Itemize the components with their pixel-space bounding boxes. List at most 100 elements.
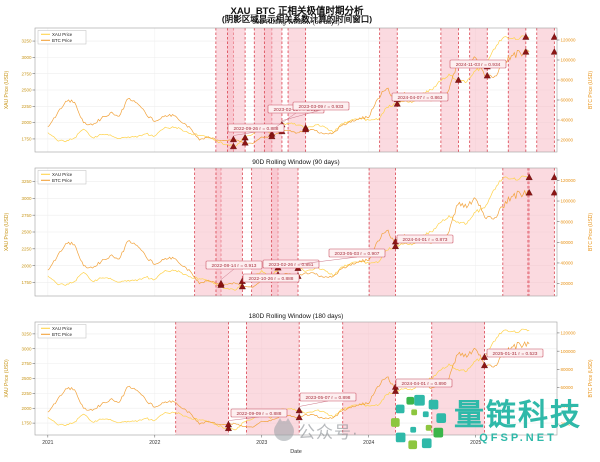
left-axis-label: XAU Price (USD)	[4, 70, 10, 109]
legend-label: BTC Price	[52, 178, 73, 183]
shaded-window	[469, 28, 488, 152]
left-axis-label: XAU Price (USD)	[4, 212, 10, 251]
annotation-label: 2022-09-09 r = 0.888	[237, 411, 282, 417]
right-tick-label: 40000	[561, 118, 574, 123]
left-axis-label: XAU Price (USD)	[4, 359, 10, 398]
chart-title: XAU_BTC 正相关极值时期分析	[230, 6, 364, 17]
annotation-box	[395, 378, 453, 388]
legend-label: XAU Price	[52, 326, 73, 331]
annotation-box	[449, 59, 507, 69]
right-tick-label: 80000	[561, 367, 574, 372]
subplot-title: 180D Rolling Window (180 days)	[249, 313, 344, 320]
extreme-marker	[550, 48, 557, 55]
shaded-window	[527, 168, 555, 296]
right-tick-label: 100000	[561, 58, 577, 63]
left-tick-label: 2750	[21, 361, 32, 366]
left-tick-label: 1750	[21, 421, 32, 426]
left-tick-label: 2000	[21, 263, 32, 268]
left-tick-label: 3250	[21, 39, 32, 44]
annotation-label: 2022-10-26 r = 0.888	[249, 276, 294, 282]
annotation-box	[299, 392, 357, 402]
subplot-title: 90D Rolling Window (90 days)	[252, 159, 339, 166]
annotation-connector	[228, 416, 260, 421]
legend-label: XAU Price	[52, 172, 73, 177]
extreme-marker	[454, 76, 463, 83]
shaded-window	[502, 168, 530, 296]
subplot-180d: 2022-09-09 r = 0.888 2023-05-07 r = 0.898…	[4, 313, 594, 436]
annotation-box	[391, 92, 449, 102]
annotation-connector	[281, 109, 322, 121]
right-tick-label: 100000	[561, 349, 577, 354]
brand-name: 量链科技	[454, 398, 582, 432]
shaded-window	[369, 168, 396, 296]
annotation-label: 2023-05-03 r = 0.907	[335, 251, 380, 257]
annotation-box	[227, 123, 285, 133]
x-tick-label: 2025	[470, 440, 481, 446]
extreme-marker	[229, 135, 237, 143]
extreme-marker	[525, 173, 533, 181]
left-tick-label: 1750	[21, 137, 32, 142]
legend-label: XAU Price	[52, 32, 73, 37]
extreme-marker	[302, 125, 310, 133]
legend-label: BTC Price	[52, 332, 73, 337]
right-tick-label: 80000	[561, 219, 574, 224]
left-tick-label: 2500	[21, 230, 32, 235]
shaded-window	[440, 28, 459, 152]
right-axis-label: BTC Price (USD)	[588, 359, 594, 397]
annotation-label: 2023-05-07 r = 0.898	[306, 395, 351, 401]
extreme-marker	[391, 387, 400, 394]
left-tick-label: 3000	[21, 55, 32, 60]
shaded-window	[536, 28, 555, 152]
annotation-connector	[220, 268, 235, 280]
x-tick-label: 2021	[42, 440, 53, 446]
annotation-label: 2024-04-01 r = 0.873	[403, 237, 448, 243]
x-tick-label: 2023	[256, 440, 267, 446]
annotation-label: 2023-03-09 r = 0.933	[299, 104, 344, 110]
shaded-window	[175, 322, 229, 435]
extreme-marker	[224, 420, 232, 428]
shaded-window	[215, 168, 243, 296]
left-tick-label: 3000	[21, 196, 32, 201]
annotation-label: 2024-11-03 r = 0.934	[456, 62, 501, 68]
extreme-marker	[241, 139, 249, 146]
left-tick-label: 2250	[21, 391, 32, 396]
chart-subtitle: (阴影区域显示相关系数计算的时间窗口)	[221, 14, 373, 24]
right-axis-label: BTC Price (USD)	[588, 213, 594, 251]
extreme-marker	[522, 33, 530, 40]
left-tick-label: 2250	[21, 246, 32, 251]
left-tick-label: 3000	[21, 346, 32, 351]
x-tick-label: 2022	[149, 440, 160, 446]
right-tick-label: 20000	[561, 138, 574, 143]
x-axis-label: Date	[290, 449, 302, 455]
left-tick-label: 1750	[21, 280, 32, 285]
extreme-marker	[525, 188, 533, 196]
brand-logo: 量链科技 QFSP.NET	[390, 393, 582, 451]
left-tick-label: 2500	[21, 88, 32, 93]
left-tick-label: 2000	[21, 406, 32, 411]
annotation-connector	[299, 400, 329, 407]
annotation-label: 2025-01-31 r = 0.523	[493, 351, 538, 357]
shaded-window	[288, 28, 306, 152]
shaded-window	[508, 28, 526, 152]
right-axis-label: BTC Price (USD)	[588, 71, 594, 109]
extreme-marker	[268, 132, 276, 140]
extreme-marker	[550, 33, 557, 40]
subplot-90d: 2022-08-14 r = 0.913 2022-10-26 r = 0.888…	[4, 159, 594, 297]
annotation-label: 2024-04-01 r = 0.890	[402, 381, 447, 387]
right-tick-label: 20000	[561, 422, 574, 427]
right-tick-label: 40000	[561, 261, 574, 266]
annotation-connector	[297, 256, 358, 265]
extreme-marker	[295, 413, 303, 421]
extreme-marker	[480, 353, 489, 360]
left-tick-label: 2750	[21, 71, 32, 76]
extreme-marker	[480, 361, 489, 369]
extreme-marker	[224, 424, 232, 431]
right-tick-label: 40000	[561, 403, 574, 408]
subplot-title: 60D Rolling Window (60 days)	[252, 19, 339, 26]
left-tick-label: 2500	[21, 376, 32, 381]
annotation-box	[262, 259, 320, 269]
